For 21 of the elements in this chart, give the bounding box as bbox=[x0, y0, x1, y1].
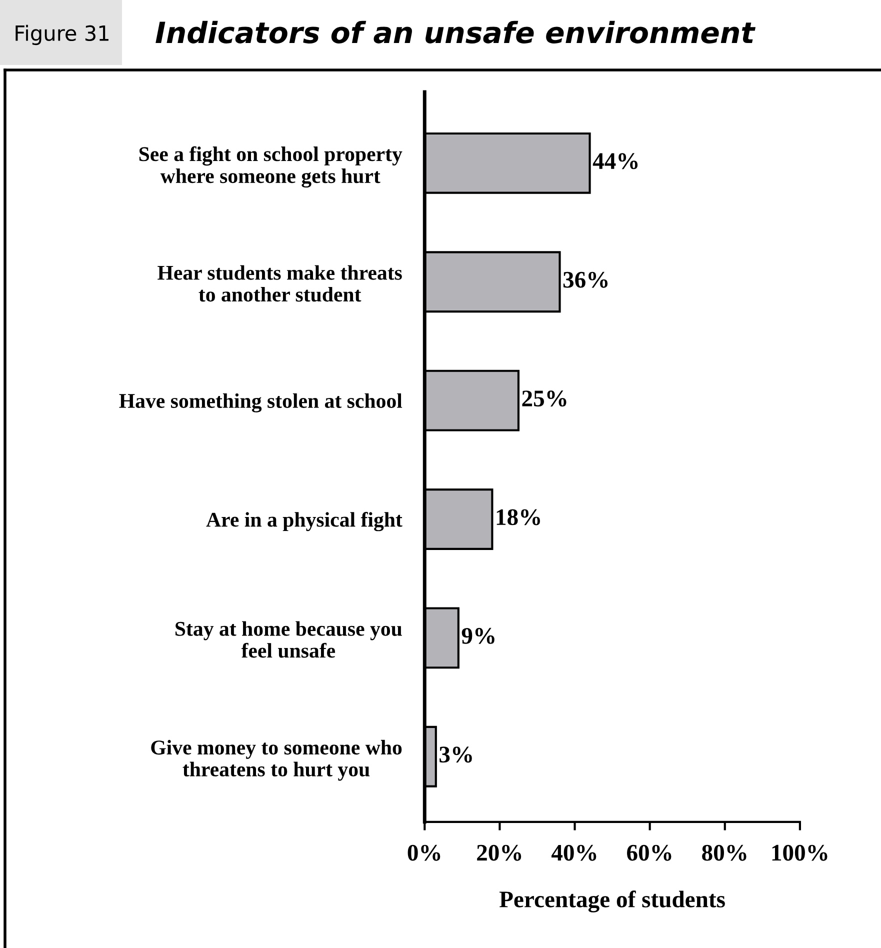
y-tick-label: Are in a physical fight bbox=[206, 512, 402, 532]
x-tick-label: 20% bbox=[477, 844, 522, 861]
data-label: 44% bbox=[592, 153, 638, 170]
caption: Figure 31 bbox=[16, 24, 108, 46]
y-tick-label: Hear students make threats to another student bbox=[158, 265, 402, 302]
x-tick-label: 40% bbox=[551, 844, 596, 861]
chart-title: Indicators of an unsafe environment bbox=[156, 20, 756, 44]
x-tick-label: 100% bbox=[772, 844, 828, 861]
x-axis-title: Percentage of students bbox=[499, 890, 725, 912]
y-tick-label: Have something stolen at school bbox=[119, 393, 402, 412]
data-label: 3% bbox=[440, 746, 472, 763]
y-tick-label: See a fight on school property where someone gets hurt bbox=[139, 146, 402, 188]
x-tick-label: 80% bbox=[702, 844, 746, 861]
y-tick-label: Stay at home because you feel unsafe bbox=[176, 621, 402, 658]
data-label: 18% bbox=[496, 509, 540, 526]
y-tick-label: Give money to someone who threatens to hurt you bbox=[151, 740, 402, 781]
data-label: 25% bbox=[522, 390, 566, 407]
x-tick-label: 0% bbox=[408, 844, 440, 861]
data-label: 36% bbox=[563, 272, 608, 288]
data-label: 9% bbox=[462, 628, 494, 644]
x-tick-label: 60% bbox=[627, 844, 672, 861]
